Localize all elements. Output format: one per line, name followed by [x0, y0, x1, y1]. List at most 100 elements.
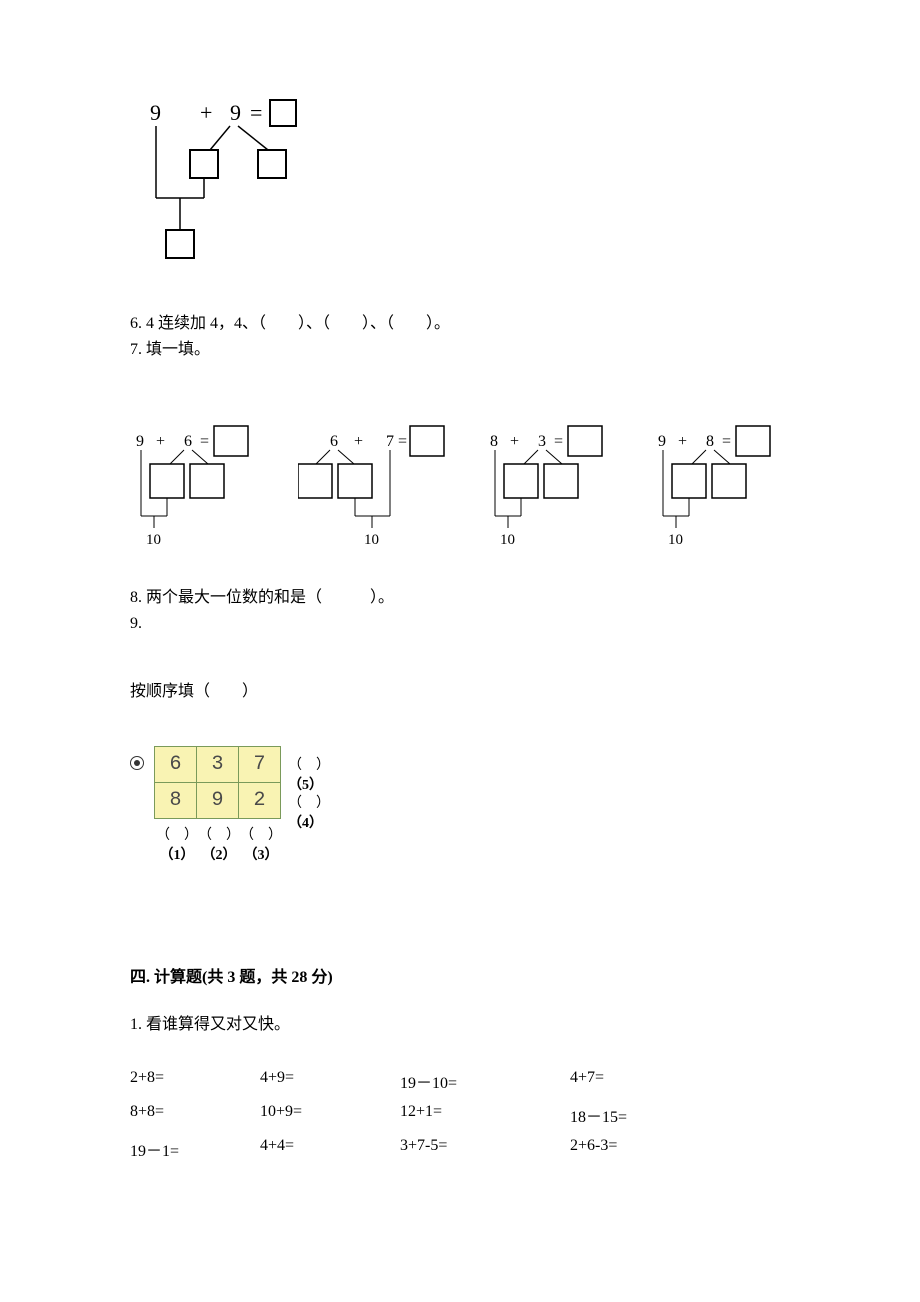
d1-split-r [192, 450, 208, 464]
d2-box-l [298, 464, 332, 498]
anno-bp-0: （ ） [156, 824, 198, 844]
anno-bottom-parens: （ ）（ ）（ ） [156, 824, 282, 844]
anno-right-0-paren: （ ） [288, 758, 330, 773]
anno-right-1: （ ） （4） [288, 792, 330, 832]
q9-text: 按顺序填（ ） [130, 680, 790, 704]
d3-box-l [504, 464, 538, 498]
anno-bp-2: （ ） [240, 824, 282, 844]
calc-0-2: 19－10= [400, 1069, 570, 1093]
d4-b: 8 [706, 433, 714, 450]
anno-bb-0: （1） [156, 844, 198, 864]
d4-split-l [692, 450, 706, 464]
d2-result-box [410, 426, 444, 456]
line-split-left [210, 126, 230, 150]
d2-op: + [354, 433, 363, 450]
diagram-row: 9 + 6 = 10 6 + 7 = [130, 424, 790, 564]
diag-top-eq: = [250, 100, 262, 125]
q8-text: 8. 两个最大一位数的和是（ ）。 [130, 586, 790, 610]
d3-split-r [546, 450, 562, 464]
d4-box-r [712, 464, 746, 498]
target-icon [130, 756, 144, 770]
diag-top-right: 9 [230, 100, 241, 125]
d2-eq: = [398, 433, 407, 450]
box-mid-left [190, 150, 218, 178]
d2-b: 7 [386, 433, 394, 450]
page-root: 9 + 9 = 6. 4 连续加 4，4、（ ）、（ ）、（ ）。 7. 填一填… [0, 0, 920, 1231]
table-row: 8 9 2 [155, 783, 281, 819]
box-mid-right [258, 150, 286, 178]
s4-q1: 1. 看谁算得又对又快。 [130, 1013, 790, 1037]
line-split-right [238, 126, 268, 150]
cell-1-2: 2 [239, 783, 281, 819]
d1-result-box [214, 426, 248, 456]
yellow-table: 6 3 7 8 9 2 [154, 746, 281, 819]
calc-row-1: 8+8= 10+9= 12+1= 18－15= [130, 1103, 790, 1127]
d2-under: 10 [364, 532, 379, 548]
mini-diagram-3: 8 + 3 = 10 [484, 424, 622, 564]
diagram-9-plus-9: 9 + 9 = [130, 90, 350, 290]
anno-bb-2: （3） [240, 844, 282, 864]
yellow-table-container: 6 3 7 8 9 2 （ ） （5） （ ） （4） [154, 746, 281, 819]
d1-eq: = [200, 433, 209, 450]
d2-a: 6 [330, 433, 338, 450]
q6-text: 6. 4 连续加 4，4、（ ）、（ ）、（ ）。 [130, 312, 790, 336]
calc-1-2: 12+1= [400, 1103, 570, 1127]
calc-2-1: 4+4= [260, 1137, 400, 1161]
diag-top-left: 9 [150, 100, 161, 125]
d4-eq: = [722, 433, 731, 450]
d3-b: 3 [538, 433, 546, 450]
q7-title: 7. 填一填。 [130, 338, 790, 362]
d1-split-l [170, 450, 184, 464]
cell-0-2: 7 [239, 747, 281, 783]
d1-b: 6 [184, 433, 192, 450]
anno-bottom-bold: （1）（2）（3） [156, 844, 282, 864]
calc-2-0: 19－1= [130, 1137, 260, 1161]
cell-1-0: 8 [155, 783, 197, 819]
box-bottom [166, 230, 194, 258]
mini-diagram-4: 9 + 8 = 10 [652, 424, 790, 564]
d1-box-r [190, 464, 224, 498]
calc-1-3: 18－15= [570, 1103, 710, 1127]
mini-diagram-2: 6 + 7 = 10 [298, 424, 454, 564]
d1-box-l [150, 464, 184, 498]
d3-under: 10 [500, 532, 515, 548]
d4-split-r [714, 450, 730, 464]
calc-2-3: 2+6-3= [570, 1137, 710, 1161]
d2-box-r [338, 464, 372, 498]
calc-0-3: 4+7= [570, 1069, 710, 1093]
anno-bp-1: （ ） [198, 824, 240, 844]
calc-2-2: 3+7-5= [400, 1137, 570, 1161]
section4-title: 四. 计算题(共 3 题，共 28 分) [130, 963, 790, 987]
cell-1-1: 9 [197, 783, 239, 819]
anno-right-1-bold: （4） [288, 816, 323, 831]
d3-a: 8 [490, 433, 498, 450]
box-result [270, 100, 296, 126]
d3-box-r [544, 464, 578, 498]
d3-result-box [568, 426, 602, 456]
calc-row-0: 2+8= 4+9= 19－10= 4+7= [130, 1069, 790, 1093]
anno-right-0: （ ） （5） [288, 754, 330, 794]
calc-1-1: 10+9= [260, 1103, 400, 1127]
calc-1-0: 8+8= [130, 1103, 260, 1127]
anno-right-0-bold: （5） [288, 778, 323, 793]
cell-0-1: 3 [197, 747, 239, 783]
calc-row-2: 19－1= 4+4= 3+7-5= 2+6-3= [130, 1137, 790, 1161]
d4-op: + [678, 433, 687, 450]
d3-eq: = [554, 433, 563, 450]
d4-under: 10 [668, 532, 683, 548]
d3-op: + [510, 433, 519, 450]
d4-box-l [672, 464, 706, 498]
d1-a: 9 [136, 433, 144, 450]
d1-under: 10 [146, 532, 161, 548]
table-row: 6 3 7 [155, 747, 281, 783]
d4-a: 9 [658, 433, 666, 450]
d4-result-box [736, 426, 770, 456]
q9-label: 9. [130, 612, 790, 636]
anno-right-1-paren: （ ） [288, 796, 330, 811]
d1-op: + [156, 433, 165, 450]
d2-split-r [338, 450, 354, 464]
d3-split-l [524, 450, 538, 464]
mini-diagram-1: 9 + 6 = 10 [130, 424, 268, 564]
anno-bb-1: （2） [198, 844, 240, 864]
d2-split-l [316, 450, 330, 464]
